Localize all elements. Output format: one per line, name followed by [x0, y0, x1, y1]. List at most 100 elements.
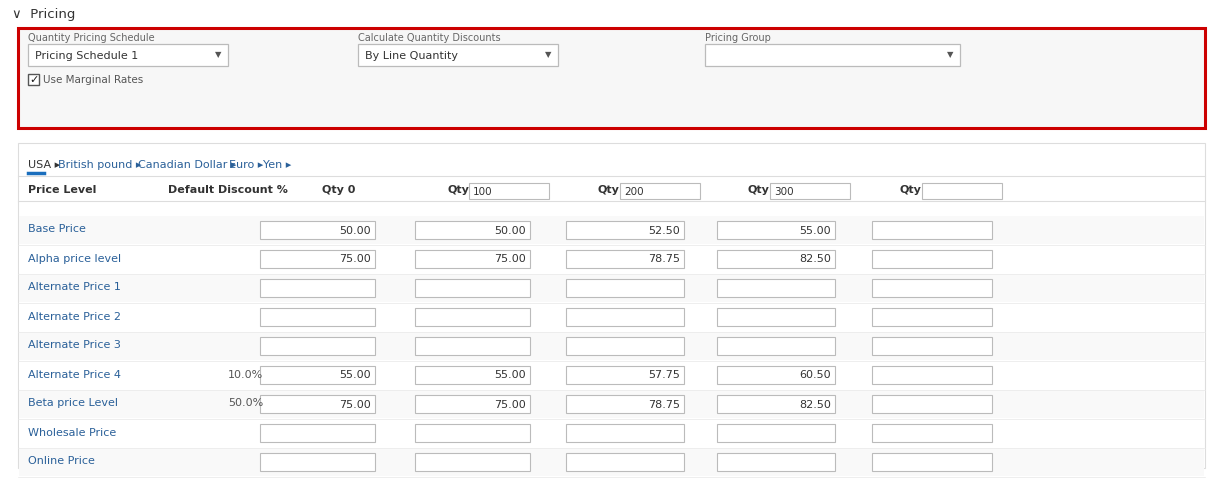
Bar: [260, 220, 375, 239]
Bar: [717, 220, 835, 239]
Bar: [260, 279, 375, 296]
Bar: [566, 453, 684, 470]
Text: Qty 0: Qty 0: [322, 185, 355, 195]
Text: ✓: ✓: [29, 75, 38, 84]
Bar: [872, 220, 992, 239]
Text: Beta price Level: Beta price Level: [28, 399, 117, 409]
Bar: [717, 336, 835, 354]
Bar: [704, 44, 960, 66]
Bar: [260, 308, 375, 325]
Bar: [872, 453, 992, 470]
Bar: [566, 308, 684, 325]
Text: 75.00: 75.00: [494, 400, 526, 410]
Bar: [415, 365, 530, 384]
Bar: [20, 274, 1203, 302]
Text: Qty: Qty: [446, 185, 468, 195]
Text: Use Marginal Rates: Use Marginal Rates: [43, 75, 143, 85]
Bar: [415, 250, 530, 268]
Bar: [717, 279, 835, 296]
Bar: [20, 216, 1203, 244]
Text: ∨  Pricing: ∨ Pricing: [12, 8, 76, 21]
Text: Alpha price level: Alpha price level: [28, 254, 121, 264]
Bar: [717, 365, 835, 384]
Bar: [415, 394, 530, 413]
Bar: [18, 143, 1205, 468]
Bar: [566, 365, 684, 384]
Bar: [28, 44, 227, 66]
Bar: [872, 424, 992, 442]
Bar: [566, 250, 684, 268]
Bar: [872, 308, 992, 325]
Text: 10.0%: 10.0%: [227, 370, 263, 379]
Bar: [20, 448, 1203, 476]
Bar: [922, 183, 1002, 199]
Bar: [717, 394, 835, 413]
Text: Canadian Dollar ▸: Canadian Dollar ▸: [138, 160, 236, 170]
Bar: [872, 250, 992, 268]
Bar: [566, 279, 684, 296]
Bar: [566, 220, 684, 239]
Text: Default Discount %: Default Discount %: [168, 185, 287, 195]
Bar: [717, 308, 835, 325]
Text: ▼: ▼: [215, 51, 221, 59]
Bar: [872, 279, 992, 296]
Text: Alternate Price 3: Alternate Price 3: [28, 340, 121, 350]
Text: 52.50: 52.50: [648, 226, 680, 236]
Text: 75.00: 75.00: [339, 400, 371, 410]
Bar: [260, 394, 375, 413]
Text: 50.00: 50.00: [494, 226, 526, 236]
Bar: [415, 220, 530, 239]
Text: ▼: ▼: [544, 51, 552, 59]
Text: 55.00: 55.00: [339, 371, 371, 380]
Text: Quantity Pricing Schedule: Quantity Pricing Schedule: [28, 33, 154, 43]
Text: 75.00: 75.00: [339, 254, 371, 265]
Bar: [260, 453, 375, 470]
Bar: [717, 250, 835, 268]
Text: 78.75: 78.75: [648, 400, 680, 410]
Bar: [415, 336, 530, 354]
Bar: [20, 361, 1203, 389]
Bar: [872, 336, 992, 354]
Text: Yen ▸: Yen ▸: [263, 160, 291, 170]
Text: Pricing Schedule 1: Pricing Schedule 1: [35, 51, 138, 61]
Text: Calculate Quantity Discounts: Calculate Quantity Discounts: [358, 33, 500, 43]
Bar: [20, 419, 1203, 447]
Text: Wholesale Price: Wholesale Price: [28, 428, 116, 438]
Text: By Line Quantity: By Line Quantity: [364, 51, 457, 61]
Bar: [566, 336, 684, 354]
Text: Base Price: Base Price: [28, 225, 86, 235]
Bar: [260, 336, 375, 354]
Bar: [18, 28, 1205, 128]
Text: 200: 200: [624, 187, 643, 197]
Bar: [566, 394, 684, 413]
Bar: [358, 44, 558, 66]
Text: 50.00: 50.00: [339, 226, 371, 236]
Bar: [260, 365, 375, 384]
Text: 57.75: 57.75: [648, 371, 680, 380]
Text: Qty: Qty: [900, 185, 922, 195]
Bar: [20, 390, 1203, 418]
Text: Qty: Qty: [598, 185, 620, 195]
Text: USA ▸: USA ▸: [28, 160, 60, 170]
Text: Qty: Qty: [748, 185, 769, 195]
Bar: [20, 245, 1203, 273]
Text: 75.00: 75.00: [494, 254, 526, 265]
Text: 55.00: 55.00: [800, 226, 830, 236]
Text: Pricing Group: Pricing Group: [704, 33, 770, 43]
Bar: [18, 28, 1205, 128]
Bar: [415, 279, 530, 296]
Text: 82.50: 82.50: [799, 254, 830, 265]
Text: 78.75: 78.75: [648, 254, 680, 265]
Bar: [260, 424, 375, 442]
Text: 55.00: 55.00: [494, 371, 526, 380]
Text: Online Price: Online Price: [28, 456, 95, 467]
Bar: [566, 424, 684, 442]
Text: 60.50: 60.50: [800, 371, 830, 380]
Text: Euro ▸: Euro ▸: [229, 160, 263, 170]
Text: Alternate Price 2: Alternate Price 2: [28, 311, 121, 321]
Bar: [717, 453, 835, 470]
Bar: [770, 183, 850, 199]
Text: 82.50: 82.50: [799, 400, 830, 410]
Bar: [415, 453, 530, 470]
Text: British pound ▸: British pound ▸: [57, 160, 141, 170]
